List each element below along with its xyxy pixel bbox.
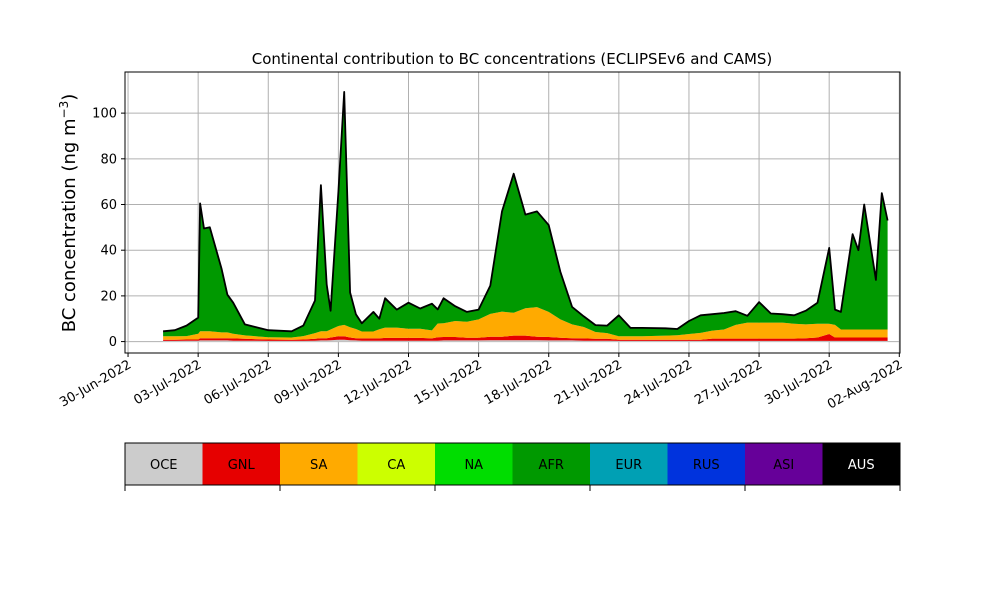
legend-swatch-sa [280, 443, 358, 485]
legend-label-asi: ASI [773, 458, 794, 473]
legend-swatch-asi [745, 443, 823, 485]
legend-label-na: NA [464, 458, 483, 473]
y-tick-label: 100 [92, 107, 117, 122]
y-tick-label: 0 [109, 335, 117, 350]
y-axis-label-exponent: −3 [57, 101, 71, 119]
y-tick-label: 40 [100, 244, 117, 259]
total-line [163, 91, 889, 333]
colorbar-legend: OCE GNL SA CA NA AFR EUR RUS ASI AUS [124, 442, 901, 491]
plot-frame [124, 71, 901, 354]
legend-swatch-aus [822, 443, 900, 485]
legend-swatch-gnl [202, 443, 280, 485]
legend-label-sa: SA [310, 458, 327, 473]
legend-label-rus: RUS [693, 458, 720, 473]
legend-label-gnl: GNL [228, 458, 256, 473]
y-tick-label: 60 [100, 198, 117, 213]
y-axis-label-base: BC concentration (ng m [59, 118, 80, 332]
legend-swatch-rus [667, 443, 745, 485]
y-axis-label-close: ) [59, 94, 80, 101]
y-tick-label: 80 [100, 152, 117, 167]
legend-label-afr: AFR [539, 458, 564, 473]
area-gnl [163, 334, 888, 341]
legend-swatch-eur [590, 443, 668, 485]
y-tick-label: 20 [100, 289, 117, 304]
legend-label-oce: OCE [150, 458, 178, 473]
legend-label-ca: CA [387, 458, 405, 473]
total-concentration-line [163, 91, 889, 333]
legend-frame [124, 442, 901, 486]
legend-label-eur: EUR [615, 458, 642, 473]
chart-title: Continental contribution to BC concentra… [252, 50, 773, 68]
area-sa [163, 307, 888, 340]
legend-swatch-afr [512, 443, 590, 485]
legend-label-aus: AUS [848, 458, 875, 473]
legend-swatch-ca [357, 443, 435, 485]
legend-swatch-oce [125, 443, 203, 485]
area-oce [163, 339, 888, 342]
legend-swatch-na [435, 443, 513, 485]
y-axis-ticks: 0 20 40 60 80 100 [92, 107, 125, 350]
y-axis-label: BC concentration (ng m−3) [57, 94, 80, 333]
